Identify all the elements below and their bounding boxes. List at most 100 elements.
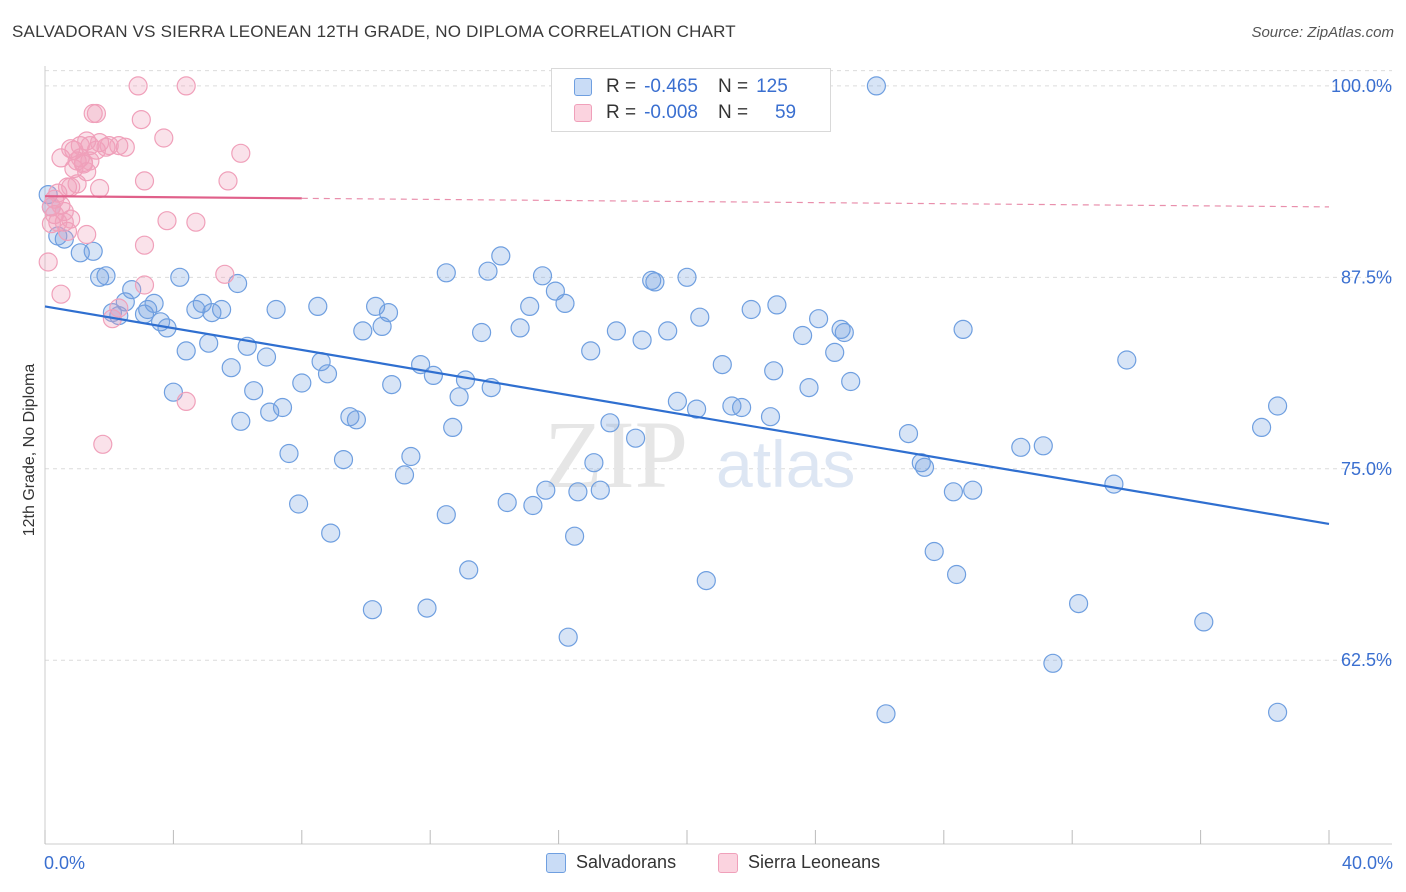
- sierra-leonean-point: [134, 171, 155, 191]
- legend-n-label: N =: [717, 102, 749, 123]
- y-tick-label: 100.0%: [1331, 76, 1392, 96]
- salvadoran-point: [568, 482, 588, 502]
- salvadoran-point: [792, 325, 813, 346]
- salvadoran-point: [170, 267, 190, 287]
- salvadoran-point: [686, 399, 707, 419]
- salvadoran-point: [581, 341, 601, 361]
- trend-lines: [44, 195, 1330, 526]
- sierra-leonean-point: [61, 209, 81, 229]
- salvadoran-point: [606, 321, 627, 341]
- salvadoran-point: [632, 330, 652, 350]
- trend-line-solid: [44, 305, 1330, 526]
- sierra-leonean-point: [86, 103, 107, 124]
- y-tick-label: 87.5%: [1341, 267, 1392, 287]
- sierra-leonean-point: [157, 211, 177, 231]
- sierra-leonean-point: [89, 178, 110, 199]
- salvadoran-point: [841, 371, 861, 392]
- salvadoran-point: [260, 402, 280, 422]
- sierra-leonean-point: [38, 252, 58, 272]
- salvadoran-point: [1104, 474, 1124, 494]
- salvadoran-point: [1267, 702, 1288, 722]
- salvadoran-point: [394, 465, 415, 485]
- sierra-leonean-point: [128, 76, 148, 96]
- salvadoran-point: [831, 319, 851, 339]
- salvadoran-point: [876, 704, 896, 724]
- salvadoran-point: [914, 457, 935, 477]
- sierra-leonean-point: [154, 128, 174, 148]
- legend-row-salvadorans: R = -0.465 N = 125: [574, 75, 788, 99]
- salvadoran-point: [825, 342, 845, 362]
- salvadoran-point: [677, 267, 697, 287]
- salvadoran-point: [520, 296, 540, 316]
- salvadoran-point: [584, 453, 604, 473]
- salvadoran-point: [491, 246, 511, 266]
- salvadoran-point: [321, 523, 341, 543]
- salvadoran-point: [510, 318, 530, 338]
- data-points: [38, 76, 1288, 724]
- trend-line-solid: [44, 195, 302, 200]
- legend-row-sierra-leoneans: R = -0.008 N = 59: [574, 101, 796, 125]
- salvadoran-point: [333, 450, 354, 470]
- series-swatch-salvadorans: [546, 852, 566, 873]
- salvadoran-point: [658, 321, 678, 341]
- legend-r-value: -0.465: [644, 76, 698, 97]
- salvadoran-point: [308, 296, 328, 316]
- salvadoran-point: [799, 378, 819, 398]
- salvadoran-point: [256, 347, 277, 367]
- sierra-leonean-point: [109, 298, 129, 318]
- y-tick-label: 75.0%: [1341, 459, 1392, 479]
- y-axis-label: 12th Grade, No Diploma: [21, 363, 38, 537]
- x-tick-label-max: 40.0%: [1341, 853, 1393, 873]
- legend-r-label: R =: [606, 102, 637, 123]
- y-tick-label: 62.5%: [1341, 650, 1392, 670]
- salvadoran-point: [963, 480, 983, 500]
- salvadoran-point: [1043, 653, 1063, 673]
- salvadoran-point: [767, 295, 787, 315]
- legend-n-value: 59: [774, 102, 797, 123]
- sierra-leonean-point: [109, 136, 129, 156]
- salvadoran-point: [292, 373, 312, 393]
- legend-r-label: R =: [606, 76, 637, 97]
- y-axis-label-wrap: 12th Grade, No Diploma: [6, 240, 54, 660]
- series-label-salvadorans: Salvadorans: [576, 852, 677, 872]
- salvadoran-point: [731, 397, 752, 418]
- salvadoran-point: [436, 263, 456, 283]
- y-tick-labels: 100.0% 87.5% 75.0% 62.5%: [1331, 76, 1392, 670]
- watermark-zip: ZIP: [544, 401, 688, 508]
- salvadoran-point: [212, 299, 232, 320]
- salvadoran-point: [96, 266, 116, 286]
- axes: [44, 66, 1392, 845]
- salvadoran-point: [272, 397, 293, 418]
- salvadoran-point: [144, 293, 164, 313]
- salvadoran-point: [122, 280, 142, 300]
- salvadoran-point: [1033, 436, 1053, 456]
- sierra-leonean-point: [218, 171, 238, 191]
- salvadoran-point: [478, 261, 498, 281]
- salvadoran-point: [1267, 396, 1288, 416]
- salvadoran-point: [741, 299, 761, 320]
- salvadoran-point: [199, 333, 219, 353]
- sierra-leonean-point: [57, 221, 78, 241]
- legend-swatch-salvadorans: [574, 78, 592, 96]
- salvadoran-point: [54, 229, 74, 249]
- salvadoran-point: [536, 480, 556, 500]
- salvadoran-point: [346, 410, 366, 430]
- salvadoran-point: [449, 387, 469, 407]
- salvadoran-point: [459, 560, 479, 580]
- salvadoran-point: [696, 570, 716, 591]
- sierra-leonean-point: [231, 143, 251, 163]
- correlation-legend: R = -0.465 N = 125 R = -0.008 N = 59: [551, 68, 831, 132]
- salvadoran-point: [555, 293, 575, 313]
- salvadoran-point: [83, 241, 103, 261]
- salvadoran-point: [417, 598, 437, 618]
- salvadoran-point: [690, 307, 710, 327]
- salvadoran-point: [764, 361, 784, 381]
- series-legend: Salvadorans Sierra Leoneans: [0, 852, 1406, 878]
- salvadoran-point: [443, 417, 463, 437]
- source-credit: Source: ZipAtlas.com: [1251, 24, 1394, 41]
- salvadoran-point: [231, 411, 251, 431]
- salvadoran-point: [625, 428, 646, 448]
- sierra-leonean-point: [186, 212, 206, 232]
- salvadoran-point: [1194, 612, 1214, 632]
